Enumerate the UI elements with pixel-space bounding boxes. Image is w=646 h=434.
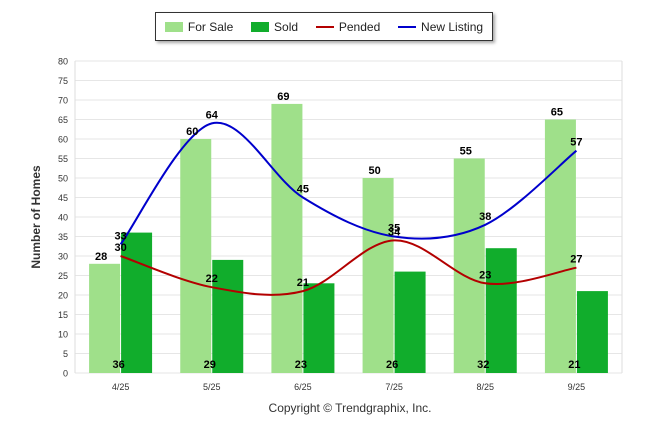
data-label-new-listing: 35 <box>388 223 400 235</box>
y-tick-label: 15 <box>58 310 68 320</box>
y-tick-label: 75 <box>58 76 68 86</box>
data-label-for-sale: 60 <box>186 126 198 138</box>
data-label-sold: 26 <box>386 359 398 371</box>
x-axis-ticks: 4/25 5/25 6/25 7/25 8/25 9/25 <box>112 382 585 392</box>
y-tick-label: 25 <box>58 271 68 281</box>
line-pended <box>120 239 577 296</box>
data-label-new-listing: 64 <box>206 109 219 121</box>
legend-swatch-new-listing <box>398 25 417 28</box>
legend-label-for-sale: For Sale <box>187 19 234 34</box>
data-label-pended: 27 <box>570 254 582 266</box>
x-tick-label: 8/25 <box>476 382 494 392</box>
data-label-sold: 32 <box>477 359 489 371</box>
bar-for-sale <box>362 178 394 373</box>
y-tick-label: 0 <box>63 369 68 379</box>
data-label-sold: 29 <box>204 359 216 371</box>
bar-for-sale <box>453 158 485 373</box>
bar-sold <box>121 232 153 373</box>
y-axis-ticks: 0 5 10 15 20 25 30 35 40 45 50 55 60 65 70 75 80 <box>58 57 68 379</box>
y-axis-label: Number of Homes <box>29 165 43 269</box>
bar-sold <box>485 248 517 373</box>
x-tick-label: 7/25 <box>385 382 403 392</box>
data-label-for-sale: 28 <box>95 251 107 263</box>
bar-for-sale <box>271 103 303 374</box>
data-label-new-listing: 33 <box>114 230 126 242</box>
bar-sold <box>576 291 608 373</box>
y-tick-label: 70 <box>58 96 68 106</box>
bar-sold <box>303 283 335 373</box>
legend-item-new-listing[interactable]: New Listing <box>398 20 483 34</box>
legend-swatch-pended <box>315 25 334 28</box>
y-tick-label: 80 <box>58 57 68 67</box>
legend-swatch-for-sale <box>164 21 183 32</box>
gridlines <box>74 60 623 374</box>
x-tick-label: 5/25 <box>203 382 221 392</box>
x-tick-label: 6/25 <box>294 382 312 392</box>
y-tick-label: 65 <box>58 115 68 125</box>
legend-item-sold[interactable]: Sold <box>251 20 298 34</box>
data-label-new-listing: 38 <box>479 211 491 223</box>
y-tick-label: 10 <box>58 330 68 340</box>
bars <box>89 103 608 374</box>
legend: For Sale Sold Pended New Listing <box>155 12 493 41</box>
x-tick-label: 9/25 <box>568 382 586 392</box>
y-tick-label: 50 <box>58 174 68 184</box>
line-new-listing <box>119 121 578 245</box>
bar-for-sale <box>544 119 576 373</box>
legend-label-sold: Sold <box>274 19 299 34</box>
legend-swatch-sold <box>251 21 270 32</box>
legend-item-pended[interactable]: Pended <box>315 19 381 34</box>
data-label-sold: 21 <box>568 359 580 371</box>
data-labels: 28 36 60 29 69 23 50 26 55 32 65 21 30 22 21 34 23 27 33 64… <box>95 91 583 371</box>
y-tick-label: 55 <box>58 154 68 164</box>
y-tick-label: 60 <box>58 135 68 145</box>
data-label-for-sale: 50 <box>368 165 380 177</box>
y-tick-label: 35 <box>58 232 68 242</box>
data-label-new-listing: 45 <box>297 184 309 196</box>
data-label-sold: 23 <box>295 359 307 371</box>
copyright-footer: Copyright © Trendgraphix, Inc. <box>269 401 432 415</box>
y-tick-label: 5 <box>63 349 68 359</box>
data-label-sold: 36 <box>112 359 124 371</box>
data-label-for-sale: 65 <box>551 107 563 119</box>
legend-label-new-listing: New Listing <box>421 19 484 34</box>
y-tick-label: 40 <box>58 213 68 223</box>
data-label-new-listing: 57 <box>570 137 582 149</box>
legend-label-pended: Pended <box>338 19 381 34</box>
bar-sold <box>212 259 244 373</box>
data-label-pended: 34 <box>388 226 401 238</box>
data-label-for-sale: 55 <box>460 146 472 158</box>
data-label-pended: 23 <box>479 269 491 281</box>
bar-sold <box>394 271 426 373</box>
lines <box>119 121 578 296</box>
x-tick-label: 4/25 <box>112 382 130 392</box>
data-label-pended: 30 <box>114 242 126 254</box>
y-tick-label: 30 <box>58 252 68 262</box>
legend-item-for-sale[interactable]: For Sale <box>164 19 234 34</box>
data-label-for-sale: 69 <box>277 91 289 103</box>
data-label-pended: 21 <box>297 277 309 289</box>
data-label-pended: 22 <box>206 273 218 285</box>
bar-for-sale <box>180 139 212 373</box>
y-tick-label: 45 <box>58 193 68 203</box>
bar-for-sale <box>89 263 121 373</box>
y-tick-label: 20 <box>58 291 68 301</box>
